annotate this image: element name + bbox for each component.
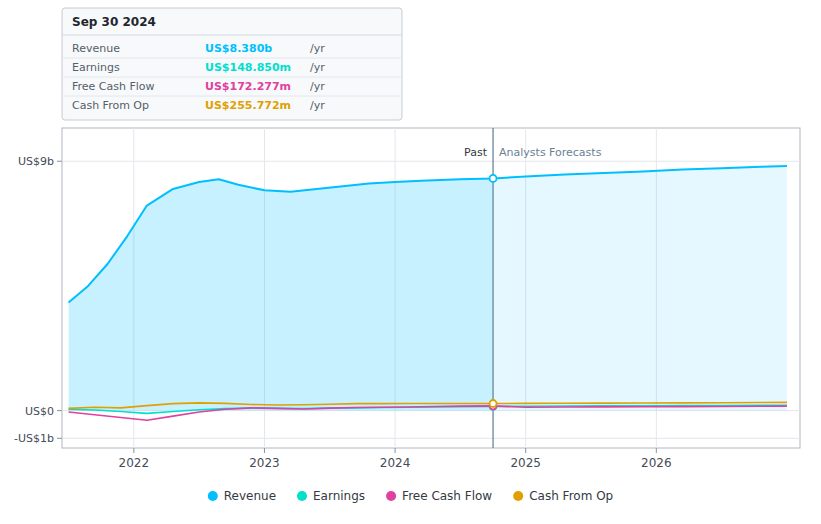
x-tick-label: 2025 [510, 456, 541, 470]
tooltip-box [62, 8, 402, 120]
tooltip-label: Revenue [72, 42, 120, 55]
tooltip-suffix: /yr [310, 42, 325, 55]
series-line [69, 402, 787, 408]
y-tick-label: US$9b [18, 155, 54, 168]
x-tick-label: 2026 [641, 456, 672, 470]
legend-item: Free Cash Flow [386, 489, 492, 503]
x-tick-label: 2024 [380, 456, 411, 470]
tooltip-value: US$255.772m [205, 99, 291, 112]
y-grid-line [62, 438, 800, 439]
legend-label: Earnings [313, 489, 365, 503]
y-tick-label: US$0 [25, 405, 54, 418]
tooltip-label: Cash From Op [72, 99, 149, 112]
tooltip-label: Free Cash Flow [72, 80, 155, 93]
area-forecast [493, 166, 787, 411]
tooltip-row-divider [62, 77, 402, 78]
x-tick-label: 2023 [249, 456, 280, 470]
divider-point [490, 400, 497, 407]
legend-item: Cash From Op [513, 489, 613, 503]
series-line [69, 166, 787, 303]
annotation: Past [464, 146, 488, 159]
legend-label: Cash From Op [529, 489, 613, 503]
legend-swatch [297, 491, 307, 501]
legend-swatch [208, 491, 218, 501]
divider-point [490, 175, 497, 182]
x-tick [656, 448, 657, 453]
y-grid-line [62, 161, 800, 162]
legend-swatch [513, 491, 523, 501]
tooltip-suffix: /yr [310, 99, 325, 112]
plot-area [69, 128, 787, 448]
series-line [69, 406, 787, 420]
area-past [69, 178, 494, 410]
tooltip-suffix: /yr [310, 61, 325, 74]
legend-swatch [386, 491, 396, 501]
legend-item: Revenue [208, 489, 276, 503]
x-tick [264, 448, 265, 453]
tooltip-value: US$148.850m [205, 61, 291, 74]
x-tick [133, 448, 134, 453]
legend-item: Earnings [297, 489, 365, 503]
y-tick [57, 438, 62, 439]
tooltip-value: US$172.277m [205, 80, 291, 93]
legend: Revenue Earnings Free Cash Flow Cash From O… [208, 489, 613, 503]
x-tick [395, 448, 396, 453]
plot-frame [62, 128, 800, 448]
tooltip-row-divider [62, 58, 402, 59]
y-tick [57, 161, 62, 162]
grid [62, 128, 800, 448]
x-tick [525, 448, 526, 453]
y-tick-label: -US$1b [14, 432, 54, 445]
chart: 2022 2023 2024 2025 2026 US$9b US$0 -US$1b Past A… [0, 0, 821, 524]
tooltip-row-divider [62, 96, 402, 97]
y-tick [57, 410, 62, 411]
tooltip-divider [62, 35, 402, 36]
legend-label: Revenue [224, 489, 276, 503]
annotation: Analysts Forecasts [499, 146, 602, 159]
tooltip-title: Sep 30 2024 [72, 15, 156, 29]
legend-label: Free Cash Flow [402, 489, 492, 503]
tooltip: Sep 30 2024 Revenue US$8.380b/yr Earnings US… [62, 8, 402, 120]
tooltip-value: US$8.380b [205, 42, 272, 55]
tooltip-suffix: /yr [310, 80, 325, 93]
x-tick-label: 2022 [119, 456, 150, 470]
tooltip-label: Earnings [72, 61, 120, 74]
